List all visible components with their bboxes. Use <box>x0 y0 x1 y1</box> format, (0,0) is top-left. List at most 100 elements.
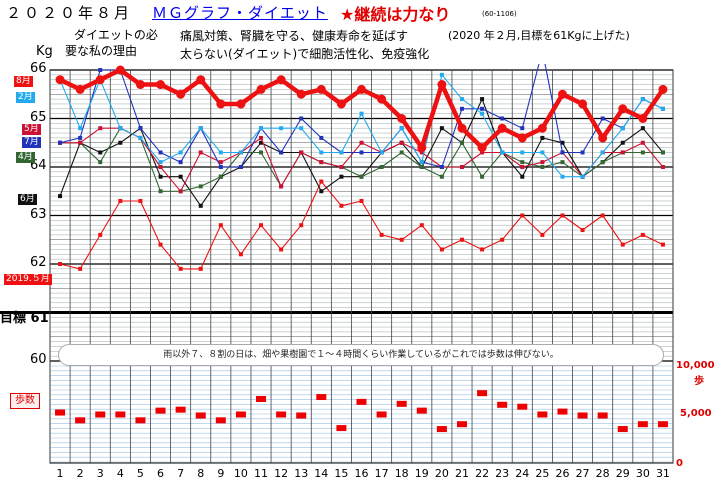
data-point-jun <box>621 141 625 145</box>
steps-marker <box>557 409 567 415</box>
data-point-jul <box>460 107 464 111</box>
data-point-aug <box>658 85 667 94</box>
x-tick-label: 24 <box>512 467 532 480</box>
x-tick-label: 21 <box>452 467 472 480</box>
x-tick-label: 9 <box>211 467 231 480</box>
steps-marker <box>55 410 65 416</box>
data-point-may2019 <box>239 252 243 256</box>
data-point-apr <box>540 165 544 169</box>
steps-marker <box>75 417 85 423</box>
data-point-apr <box>259 150 263 154</box>
target-label: 目標 61 <box>0 307 49 326</box>
series-tag-jul: 7月 <box>22 137 41 148</box>
data-point-may2019 <box>400 238 404 242</box>
data-point-jul <box>480 107 484 111</box>
data-point-feb <box>239 150 243 154</box>
data-point-may <box>460 165 464 169</box>
x-tick-label: 3 <box>90 467 110 480</box>
reason-box: ダイエットの必 要な私の理由 <box>60 24 178 60</box>
x-tick-label: 19 <box>412 467 432 480</box>
y-tick-label: 62 <box>30 255 47 270</box>
data-point-feb <box>279 126 283 130</box>
memo-line-1: 痛風対策、腎臓を守る、健康寿命を延ばす <box>180 27 408 44</box>
data-point-may2019 <box>259 223 263 227</box>
data-point-may2019 <box>540 233 544 237</box>
data-point-may2019 <box>560 214 564 218</box>
y-tick-label: 66 <box>30 61 47 76</box>
data-point-aug <box>417 143 426 152</box>
steps-zero-label: 0 <box>676 458 683 469</box>
x-tick-label: 23 <box>492 467 512 480</box>
data-point-jun <box>440 126 444 130</box>
data-point-jul <box>299 117 303 121</box>
data-point-aug <box>116 66 125 75</box>
data-point-aug <box>357 85 366 94</box>
data-point-jun <box>480 97 484 101</box>
data-point-aug <box>96 75 105 84</box>
data-point-jun <box>58 194 62 198</box>
data-point-feb <box>360 112 364 116</box>
data-point-jun <box>641 126 645 130</box>
data-point-may <box>360 141 364 145</box>
data-point-aug <box>638 114 647 123</box>
data-point-aug <box>257 85 266 94</box>
data-point-jul <box>159 150 163 154</box>
x-tick-label: 2 <box>70 467 90 480</box>
series-tag-aug: 8月 <box>14 76 33 87</box>
data-point-may2019 <box>440 247 444 251</box>
chart-title-link[interactable]: ＭＧグラフ・ダイエット <box>152 2 328 23</box>
data-point-apr <box>661 150 665 154</box>
steps-marker <box>638 421 648 427</box>
data-point-may2019 <box>420 223 424 227</box>
data-point-jun <box>319 189 323 193</box>
data-point-may2019 <box>279 247 283 251</box>
data-point-jun <box>199 204 203 208</box>
data-point-feb <box>219 150 223 154</box>
data-point-aug <box>176 90 185 99</box>
memo-line-2: 太らない(ダイエット)で細胞活性化、免疫強化 <box>180 45 429 62</box>
data-point-feb <box>540 150 544 154</box>
data-point-jul <box>58 141 62 145</box>
x-tick-label: 11 <box>251 467 271 480</box>
data-point-apr <box>360 175 364 179</box>
data-point-may2019 <box>78 267 82 271</box>
steps-marker <box>135 417 145 423</box>
data-point-jul <box>560 150 564 154</box>
data-point-jul <box>219 165 223 169</box>
data-point-apr <box>98 160 102 164</box>
steps-marker <box>95 412 105 418</box>
series-tag-may: 5月 <box>22 124 41 135</box>
x-tick-label: 12 <box>271 467 291 480</box>
data-point-feb <box>319 150 323 154</box>
x-tick-label: 17 <box>372 467 392 480</box>
data-point-feb <box>118 126 122 130</box>
data-point-may2019 <box>641 233 645 237</box>
chart-code: (60-1106) <box>482 10 517 18</box>
data-point-feb <box>581 175 585 179</box>
data-point-apr <box>420 165 424 169</box>
x-tick-label: 27 <box>573 467 593 480</box>
data-point-jun <box>540 136 544 140</box>
steps-marker <box>477 390 487 396</box>
data-point-may2019 <box>339 204 343 208</box>
data-point-aug <box>397 114 406 123</box>
data-point-feb <box>661 107 665 111</box>
data-point-may <box>179 189 183 193</box>
x-tick-label: 22 <box>472 467 492 480</box>
data-point-may <box>159 165 163 169</box>
data-point-aug <box>518 133 527 142</box>
data-point-jul <box>360 150 364 154</box>
data-point-apr <box>440 175 444 179</box>
data-point-may <box>641 141 645 145</box>
data-point-apr <box>159 189 163 193</box>
data-point-feb <box>159 160 163 164</box>
series-tag-jun: 6月 <box>18 194 37 205</box>
data-point-jul <box>440 165 444 169</box>
x-tick-label: 29 <box>613 467 633 480</box>
data-point-jun <box>98 150 102 154</box>
data-point-may2019 <box>581 228 585 232</box>
x-tick-label: 18 <box>392 467 412 480</box>
x-tick-label: 8 <box>191 467 211 480</box>
steps-marker <box>236 412 246 418</box>
